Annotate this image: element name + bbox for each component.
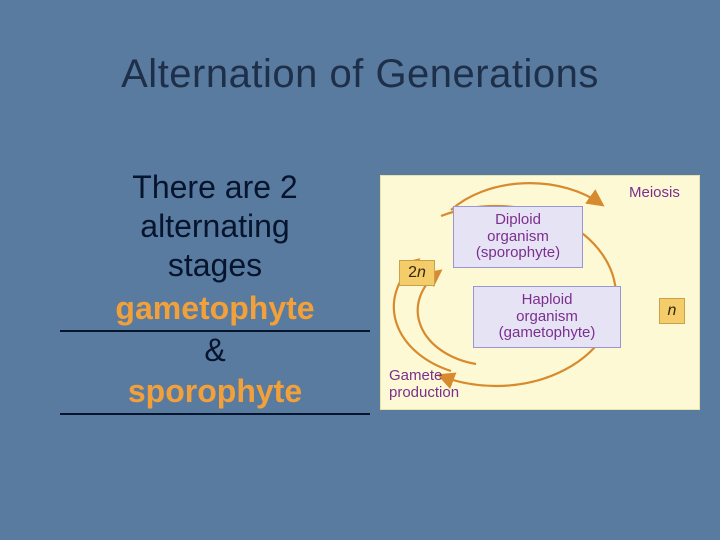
intro-line-2: alternating [60, 207, 370, 246]
haploid-line-1: Haploid [522, 292, 573, 309]
fill-in-1: gametophyte [60, 289, 370, 335]
fill-in-2: sporophyte [60, 372, 370, 418]
meiosis-label: Meiosis [629, 184, 680, 201]
two-n-text: 2n [408, 264, 426, 282]
intro-line-3: stages [60, 246, 370, 285]
diploid-line-2: organism [487, 229, 549, 246]
slide-title: Alternation of Generations [0, 52, 720, 97]
diploid-box: Diploid organism (sporophyte) [453, 206, 583, 268]
fill-in-2-word: sporophyte [60, 372, 370, 411]
diploid-line-3: (sporophyte) [476, 245, 560, 262]
haploid-box: Haploid organism (gametophyte) [473, 286, 621, 348]
two-n-box: 2n [399, 260, 435, 286]
fill-in-1-underline [60, 330, 370, 332]
fill-in-1-word: gametophyte [60, 289, 370, 328]
diploid-line-1: Diploid [495, 212, 541, 229]
intro-line-1: There are 2 [60, 168, 370, 207]
n-text: n [668, 302, 677, 320]
haploid-line-2: organism [516, 309, 578, 326]
ampersand: & [60, 333, 370, 368]
n-box: n [659, 298, 685, 324]
cycle-diagram: Diploid organism (sporophyte) Haploid or… [380, 175, 700, 410]
left-text-block: There are 2 alternating stages gametophy… [60, 168, 370, 418]
gamete-label: Gamete production [389, 368, 459, 401]
fill-in-2-underline [60, 413, 370, 415]
haploid-line-3: (gametophyte) [499, 325, 596, 342]
slide: Alternation of Generations There are 2 a… [0, 0, 720, 540]
